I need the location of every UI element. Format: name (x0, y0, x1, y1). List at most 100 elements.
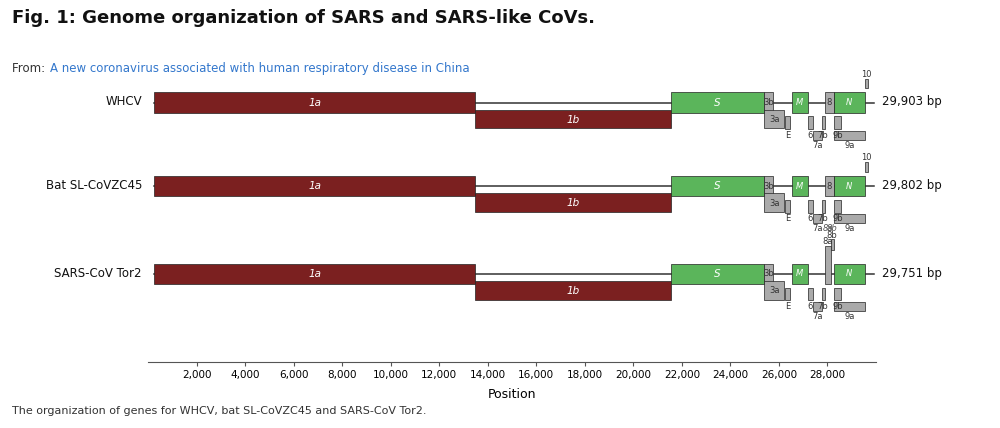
Text: 3b: 3b (763, 181, 774, 191)
Text: 6: 6 (808, 214, 813, 223)
Text: M: M (796, 181, 803, 191)
Text: 9a: 9a (844, 141, 855, 150)
Text: 9b: 9b (833, 214, 843, 223)
Bar (865, 79, 868, 88)
Text: 29,802 bp: 29,802 bp (882, 179, 942, 192)
Bar (825, 92, 834, 113)
Bar (834, 214, 865, 223)
Text: 6: 6 (808, 302, 813, 311)
Text: 7a: 7a (812, 312, 822, 321)
Bar (834, 288, 841, 300)
Bar (808, 200, 813, 213)
Bar (475, 193, 671, 212)
Text: 29,751 bp: 29,751 bp (882, 267, 942, 279)
Text: 8: 8 (827, 181, 832, 191)
Bar (475, 110, 671, 128)
Text: Bat SL-CoVZC45: Bat SL-CoVZC45 (46, 179, 142, 192)
Text: N: N (846, 98, 853, 107)
Text: S: S (714, 269, 721, 279)
Bar (834, 92, 865, 113)
Bar (671, 264, 764, 284)
Bar (808, 116, 813, 129)
Text: N: N (846, 269, 853, 279)
Bar (764, 92, 773, 113)
Bar (475, 281, 671, 300)
Text: E: E (785, 302, 790, 311)
Text: 3a: 3a (769, 199, 779, 208)
Bar (834, 176, 865, 196)
Bar (764, 176, 773, 196)
Text: 1a: 1a (308, 98, 321, 108)
Text: 8b: 8b (827, 231, 838, 240)
Bar (764, 110, 784, 128)
Text: M: M (796, 98, 803, 107)
Bar (865, 162, 868, 172)
Bar (792, 176, 808, 196)
Bar (154, 176, 475, 196)
Bar (822, 116, 825, 129)
Bar (671, 176, 764, 196)
Text: 7a: 7a (812, 141, 822, 150)
Bar (808, 288, 813, 300)
Text: From:: From: (12, 62, 49, 75)
Text: 3b: 3b (763, 98, 774, 107)
Text: 7b: 7b (818, 302, 829, 311)
Text: SARS-CoV Tor2: SARS-CoV Tor2 (54, 267, 142, 279)
Text: 9a: 9a (844, 312, 855, 321)
Text: E: E (785, 214, 790, 223)
Text: S: S (714, 181, 721, 191)
Bar (834, 116, 841, 129)
Bar (834, 302, 865, 311)
Bar (825, 176, 834, 196)
Text: 9b: 9b (833, 302, 843, 311)
Bar (792, 264, 808, 284)
Text: 7b: 7b (818, 131, 829, 140)
Bar (825, 246, 831, 284)
Bar (834, 200, 841, 213)
Text: WHCV: WHCV (105, 95, 142, 108)
Bar (785, 200, 790, 213)
Text: E: E (785, 131, 790, 140)
Text: 10: 10 (861, 153, 872, 163)
Text: 3a: 3a (769, 115, 779, 124)
Bar (831, 239, 834, 250)
Text: 1b: 1b (566, 286, 580, 296)
Text: 8b: 8b (827, 224, 838, 233)
Text: A new coronavirus associated with human respiratory disease in China: A new coronavirus associated with human … (50, 62, 470, 75)
Text: 8a: 8a (823, 224, 833, 233)
Bar (764, 193, 784, 212)
Text: Fig. 1: Genome organization of SARS and SARS-like CoVs.: Fig. 1: Genome organization of SARS and … (12, 9, 595, 27)
Bar (785, 116, 790, 129)
Bar (154, 264, 475, 284)
Bar (822, 200, 825, 213)
Text: S: S (714, 98, 721, 108)
Text: 10: 10 (861, 70, 872, 79)
Text: 7a: 7a (812, 224, 822, 234)
Text: N: N (846, 181, 853, 191)
Text: 1a: 1a (308, 181, 321, 191)
Bar (813, 214, 822, 223)
Bar (813, 302, 822, 311)
X-axis label: Position: Position (488, 388, 536, 401)
Text: 3b: 3b (763, 269, 774, 279)
Text: M: M (796, 269, 803, 279)
Bar (764, 281, 784, 300)
Text: 9a: 9a (844, 224, 855, 234)
Bar (822, 288, 825, 300)
Bar (671, 92, 764, 113)
Text: 6: 6 (808, 131, 813, 140)
Bar (154, 92, 475, 113)
Text: The organization of genes for WHCV, bat SL-CoVZC45 and SARS-CoV Tor2.: The organization of genes for WHCV, bat … (12, 406, 426, 416)
Bar (764, 264, 773, 284)
Text: 3a: 3a (769, 286, 779, 295)
Text: 29,903 bp: 29,903 bp (882, 95, 942, 108)
Bar (785, 288, 790, 300)
Bar (834, 264, 865, 284)
Text: 8a: 8a (823, 237, 833, 246)
Text: 1b: 1b (566, 115, 580, 125)
Text: 9b: 9b (833, 131, 843, 140)
Text: 8: 8 (827, 98, 832, 107)
Text: 1a: 1a (308, 269, 321, 279)
Bar (813, 131, 822, 140)
Text: 7b: 7b (818, 214, 829, 223)
